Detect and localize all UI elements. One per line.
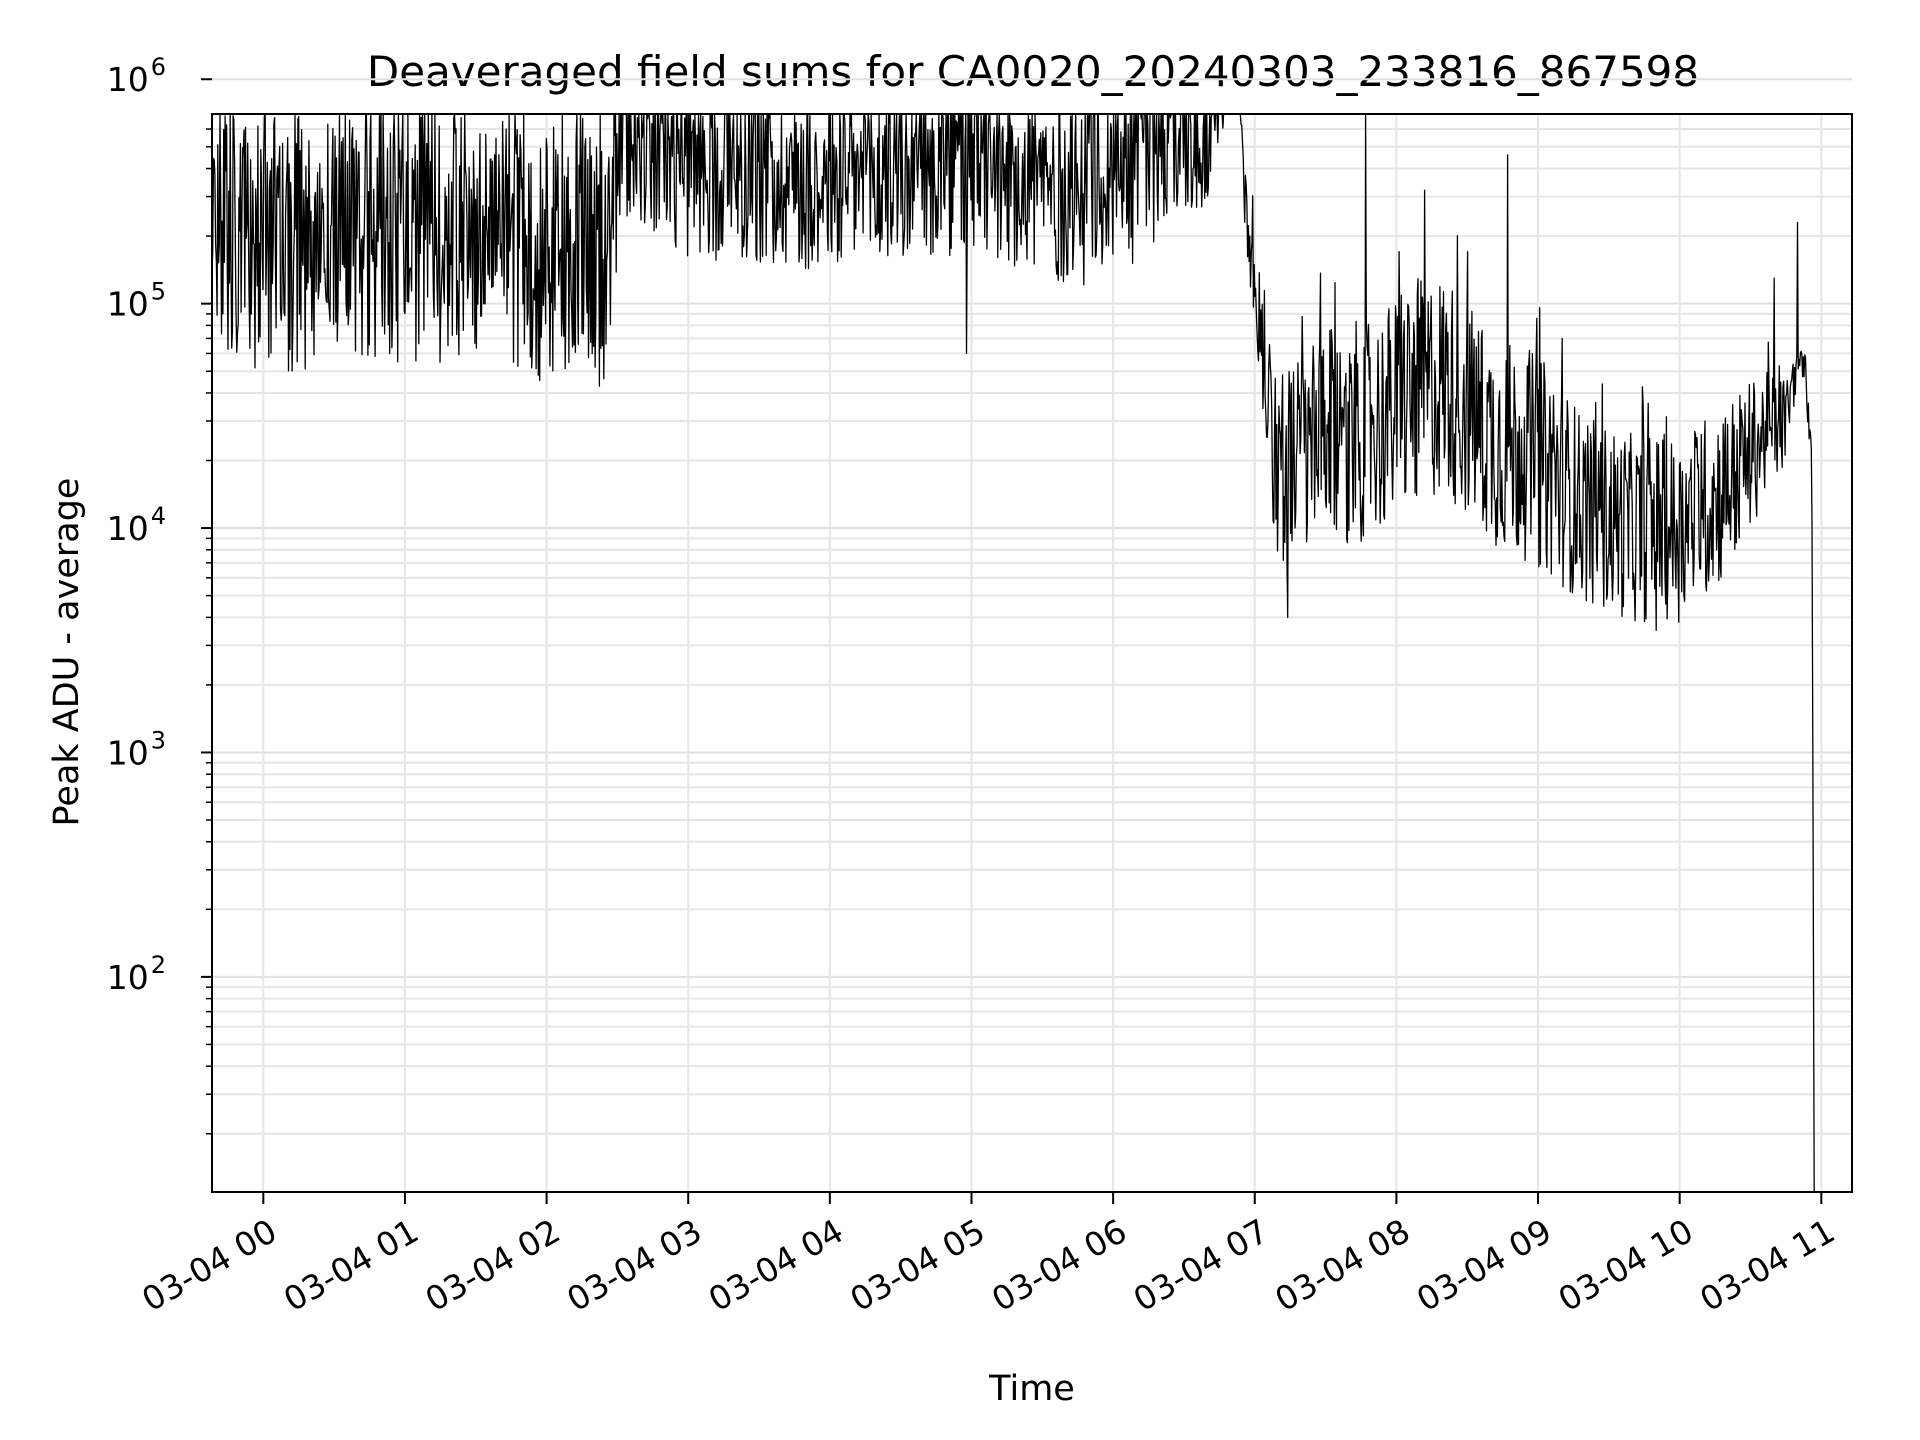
plot-frame [211, 113, 1853, 1193]
series-layer [212, 114, 1815, 1192]
y-axis-label: Peak ADU - average [47, 478, 87, 827]
y-tick-exponent: 3 [151, 726, 166, 754]
y-tick-exponent: 5 [151, 278, 166, 306]
y-tick-exponent: 4 [151, 502, 166, 530]
y-tick-exponent: 6 [151, 53, 166, 81]
grid-lines [212, 78, 1852, 1192]
y-tick-exponent: 2 [151, 951, 166, 979]
chart-title: Deaveraged field sums for CA0020_2024030… [367, 47, 1699, 96]
x-axis-label: Time [988, 1369, 1075, 1409]
y-tick-label: 104 [107, 502, 166, 548]
series-line [212, 114, 1815, 1192]
